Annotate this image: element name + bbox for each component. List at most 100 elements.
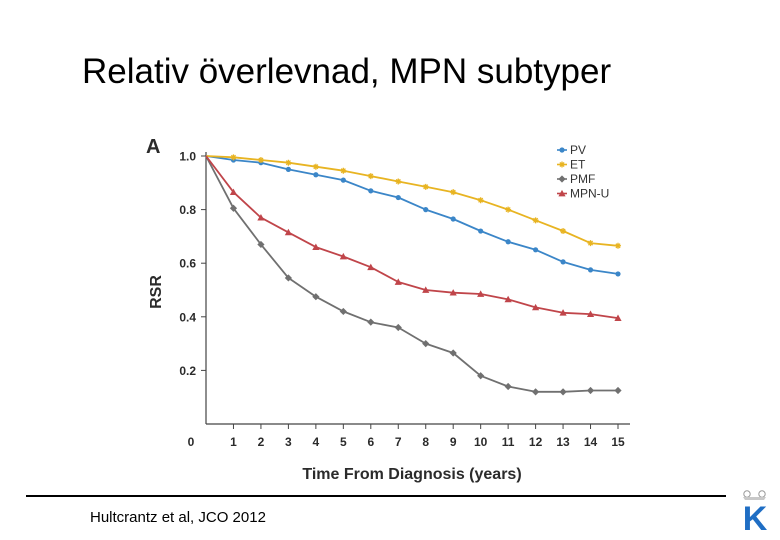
- x-tick-label: 0: [188, 435, 195, 449]
- data-point-pmf: [367, 318, 375, 326]
- x-tick-label: 9: [450, 435, 457, 449]
- data-point-pv: [423, 207, 429, 213]
- data-point-et: [230, 154, 237, 161]
- x-tick-label: 6: [367, 435, 374, 449]
- data-point-mpn-u: [449, 289, 457, 296]
- data-point-pv: [285, 166, 291, 172]
- data-point-pmf: [559, 388, 567, 396]
- series-line-et: [205, 155, 619, 247]
- data-point-pv: [395, 194, 401, 201]
- data-point-mpn-u: [504, 295, 512, 303]
- data-point-mpn-u: [559, 309, 567, 316]
- data-point-pmf: [229, 204, 238, 212]
- series-mpn-u: [205, 155, 622, 322]
- data-point-et: [257, 157, 264, 164]
- citation-text: Hultcrantz et al, JCO 2012: [90, 509, 266, 526]
- data-point-pv: [505, 239, 511, 245]
- x-tick-label: 12: [529, 435, 543, 449]
- data-point-pmf: [422, 340, 430, 348]
- x-tick-label: 1: [230, 435, 237, 449]
- data-point-mpn-u: [367, 263, 375, 271]
- data-point-mpn-u: [229, 188, 238, 196]
- data-point-pv: [587, 267, 594, 273]
- x-tick-label: 4: [313, 435, 320, 449]
- data-point-pmf: [449, 349, 457, 357]
- data-point-mpn-u: [614, 314, 622, 322]
- data-point-pv: [478, 228, 484, 234]
- legend-marker-pmf: [558, 175, 566, 183]
- x-tick-label: 7: [395, 435, 402, 449]
- data-point-pmf: [339, 307, 347, 316]
- data-point-et: [532, 217, 539, 224]
- data-point-et: [477, 197, 484, 204]
- x-tick-label: 15: [611, 435, 625, 449]
- data-point-et: [312, 163, 319, 170]
- data-point-mpn-u: [477, 290, 485, 297]
- y-tick-label: 0.4: [179, 310, 196, 324]
- data-point-pmf: [504, 382, 512, 391]
- x-tick-label: 13: [556, 435, 570, 449]
- data-point-pmf: [532, 388, 540, 396]
- x-tick-label: 3: [285, 435, 292, 449]
- series-pmf: [205, 155, 622, 396]
- legend-label-et: ET: [570, 158, 586, 172]
- crown-k-logo-icon: K: [743, 490, 768, 532]
- series-line-pv: [205, 155, 619, 275]
- chart-series: [205, 154, 622, 396]
- x-tick-label: 8: [422, 435, 429, 449]
- data-point-pmf: [257, 240, 265, 249]
- x-axis-title: Time From Diagnosis (years): [302, 466, 521, 483]
- data-point-et: [505, 206, 512, 213]
- data-point-pmf: [284, 274, 292, 282]
- y-tick-label: 0.6: [179, 257, 196, 271]
- data-point-mpn-u: [394, 278, 402, 285]
- x-tick-label: 10: [474, 435, 488, 449]
- legend-label-mpn-u: MPN-U: [570, 187, 609, 201]
- data-point-pv: [313, 172, 319, 178]
- x-tick-label: 5: [340, 435, 347, 449]
- legend-marker-mpn-u: [558, 189, 566, 197]
- x-tick-label: 14: [584, 435, 598, 449]
- data-point-mpn-u: [532, 303, 540, 311]
- data-point-et: [285, 159, 292, 166]
- data-point-et: [367, 173, 374, 180]
- data-point-pv: [340, 177, 346, 183]
- data-point-mpn-u: [339, 252, 347, 260]
- panel-label: A: [146, 136, 160, 158]
- y-tick-label: 1.0: [179, 150, 196, 164]
- series-pv: [205, 155, 621, 277]
- x-tick-label: 2: [258, 435, 265, 449]
- data-point-pmf: [586, 386, 595, 395]
- legend-marker-pv: [559, 147, 565, 153]
- x-tick-label: 11: [502, 435, 515, 449]
- data-point-pmf: [477, 372, 485, 380]
- legend-marker-et: [559, 161, 565, 168]
- data-point-et: [340, 167, 347, 174]
- data-point-pv: [368, 188, 374, 194]
- data-point-et: [615, 242, 621, 249]
- footer-divider: [26, 495, 726, 497]
- data-point-pv: [560, 259, 566, 265]
- legend-label-pmf: PMF: [570, 172, 595, 186]
- series-line-pmf: [205, 155, 618, 393]
- chart-axes: A0.20.40.60.81.00 1 2 3 4 5 6 7 8 9 10 11 12 13 14 15Ti…: [146, 136, 630, 483]
- data-point-mpn-u: [422, 286, 430, 293]
- y-axis-title: RSR: [148, 275, 165, 309]
- data-point-mpn-u: [284, 228, 292, 236]
- data-point-pv: [450, 216, 456, 222]
- slide-title: Relativ överlevnad, MPN subtyper: [82, 52, 612, 91]
- data-point-pv: [533, 247, 539, 253]
- data-point-mpn-u: [312, 243, 320, 250]
- series-et: [205, 154, 621, 249]
- legend-label-pv: PV: [570, 143, 586, 157]
- logo-letter: K: [743, 500, 768, 532]
- data-point-pmf: [312, 293, 320, 301]
- data-point-pmf: [614, 386, 622, 395]
- data-point-et: [422, 183, 429, 190]
- y-tick-label: 0.8: [179, 203, 196, 217]
- data-point-et: [587, 240, 594, 247]
- data-point-mpn-u: [586, 310, 595, 317]
- data-point-mpn-u: [257, 214, 265, 221]
